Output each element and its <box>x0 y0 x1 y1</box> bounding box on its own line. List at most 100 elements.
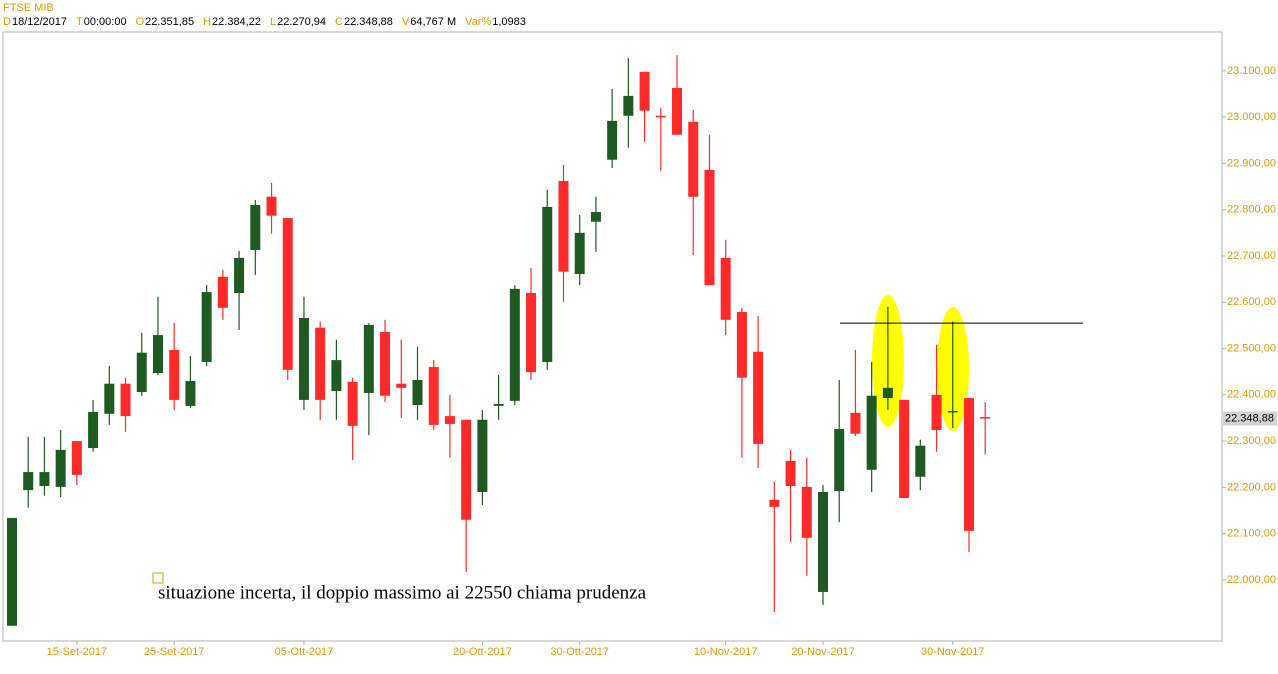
header-value: 1,0983 <box>492 16 526 28</box>
header-key: L <box>270 16 276 28</box>
y-tick-label: 22.700,00 <box>1227 250 1276 262</box>
header-key: D <box>3 16 11 28</box>
candle-body <box>136 352 147 393</box>
candle-body <box>542 206 553 362</box>
candle-body <box>899 399 910 499</box>
candle-body <box>623 95 634 116</box>
candle-body <box>980 417 991 419</box>
candle-body <box>850 412 861 434</box>
last-price-tag <box>1223 411 1277 426</box>
candle-body <box>201 292 212 362</box>
header: D 18/12/2017 T 00:00:00 O 22.351,85 H 22.384,22… <box>3 16 526 28</box>
annotation: situazione incerta, il doppio massimo ai… <box>158 582 647 603</box>
header-value: 22.270,94 <box>277 16 326 28</box>
last-price-label: 22.348,88 <box>1225 412 1274 424</box>
candle-body <box>801 486 812 538</box>
candle-body <box>266 196 277 216</box>
x-tick-label: 05-Ott-2017 <box>275 646 334 658</box>
candle-body <box>444 416 455 424</box>
candle-body <box>298 317 309 400</box>
x-tick-label: 30-Nov-2017 <box>921 646 985 658</box>
header-value: 22.384,22 <box>212 16 261 28</box>
candle-body <box>639 71 650 111</box>
candle-body <box>363 324 374 393</box>
candle-body <box>315 327 326 400</box>
candle-body <box>963 398 974 531</box>
candle-body <box>947 411 958 413</box>
candle-body <box>834 429 845 492</box>
y-tick-label: 22.100,00 <box>1227 528 1276 540</box>
y-tick-label: 23.000,00 <box>1227 111 1276 123</box>
candle-body <box>71 441 82 475</box>
annotation-marker <box>152 572 164 584</box>
y-tick-label: 23.100,00 <box>1227 65 1276 77</box>
candle-body <box>558 181 569 272</box>
x-tick-label: 30-Ott-2017 <box>550 646 609 658</box>
candle-body <box>347 381 358 426</box>
y-tick-label: 22.600,00 <box>1227 296 1276 308</box>
plot-frame <box>2 31 1223 642</box>
candle-body <box>590 212 601 222</box>
candle-body <box>396 383 407 388</box>
candle-body <box>169 349 180 400</box>
candle-body <box>753 351 764 444</box>
y-tick-label: 22.300,00 <box>1227 435 1276 447</box>
candle-body <box>428 367 439 425</box>
candle-body <box>282 218 293 370</box>
chart-title: FTSE MIB <box>3 2 54 14</box>
candle-body <box>931 394 942 430</box>
candle-body <box>152 335 163 374</box>
candle-body <box>55 449 66 487</box>
candle-body <box>39 472 50 486</box>
candle-body <box>785 460 796 486</box>
y-tick-label: 22.800,00 <box>1227 204 1276 216</box>
header-key: V <box>402 16 410 28</box>
candle-body <box>104 383 115 414</box>
y-tick-label: 22.400,00 <box>1227 389 1276 401</box>
header-value: 22.351,85 <box>145 16 194 28</box>
y-tick-label: 22.200,00 <box>1227 481 1276 493</box>
x-tick-label: 15-Set-2017 <box>47 646 108 658</box>
candle-body <box>672 87 683 135</box>
candle-body <box>574 232 585 275</box>
candle-body <box>461 419 472 520</box>
candle-body <box>688 121 699 197</box>
candle-body <box>7 517 17 626</box>
candle-body <box>250 205 261 250</box>
candle-body <box>655 115 666 118</box>
header-value: 22.348,88 <box>344 16 393 28</box>
candle-body <box>866 395 877 470</box>
candle-body <box>607 120 618 160</box>
x-tick-label: 20-Ott-2017 <box>453 646 512 658</box>
candle-body <box>720 257 731 320</box>
header-key: T <box>76 16 83 28</box>
y-tick-label: 22.000,00 <box>1227 574 1276 586</box>
candle-body <box>217 276 228 308</box>
header-key: Var% <box>465 16 491 28</box>
x-tick-label: 25-Set-2017 <box>144 646 205 658</box>
candle-body <box>331 360 342 392</box>
candle-body <box>477 419 488 492</box>
header-value: 00:00:00 <box>84 16 127 28</box>
header-key: C <box>335 16 343 28</box>
header-value: 18/12/2017 <box>12 16 67 28</box>
candle-body <box>412 380 423 405</box>
candle-body <box>915 445 926 477</box>
candle-body <box>704 169 715 286</box>
header-key: H <box>203 16 211 28</box>
x-tick-label: 10-Nov-2017 <box>694 646 758 658</box>
candle-body <box>185 380 196 406</box>
candle-body <box>88 411 99 449</box>
x-tick-label: 20-Nov-2017 <box>791 646 855 658</box>
candle-body <box>23 472 34 491</box>
candle-body <box>509 288 520 401</box>
candle-body <box>120 383 131 417</box>
candle-body <box>736 311 747 378</box>
candle-body <box>882 387 893 399</box>
y-tick-label: 22.500,00 <box>1227 342 1276 354</box>
candle-body <box>493 404 504 406</box>
candle-body <box>234 257 245 293</box>
